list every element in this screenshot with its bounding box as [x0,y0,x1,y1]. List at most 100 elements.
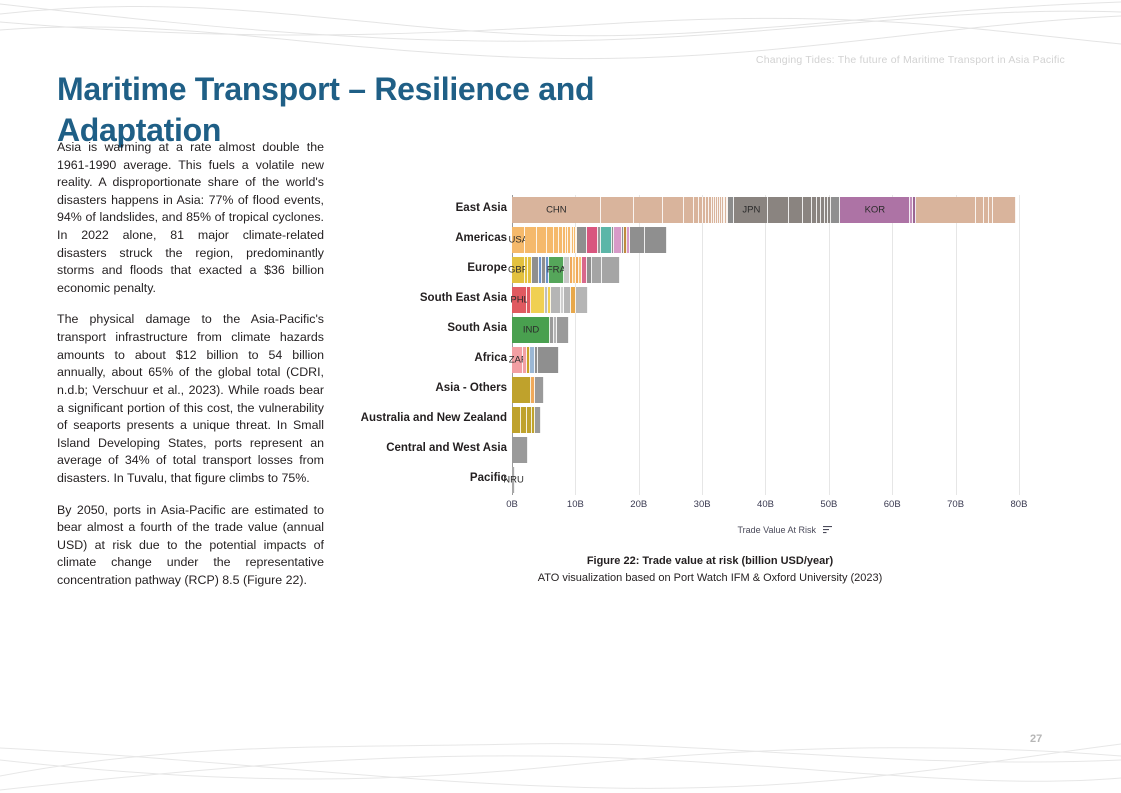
bar-segment[interactable] [912,197,917,223]
bar-segment[interactable] [528,257,532,283]
bar-segment[interactable] [988,197,993,223]
bar-segment[interactable] [827,197,831,223]
bar-segment[interactable] [553,317,557,343]
bar-segment[interactable] [830,197,841,223]
bar-segment[interactable] [803,197,812,223]
bar-segment[interactable] [587,257,592,283]
bar-row[interactable] [512,377,544,403]
bar-segment[interactable] [559,227,563,253]
bar-segment[interactable] [816,197,822,223]
bar-segment[interactable] [811,197,817,223]
bar-segment[interactable] [512,377,531,403]
bar-segment[interactable] [544,287,549,313]
bar-segment[interactable] [600,227,612,253]
bar-segment[interactable] [524,227,537,253]
bar-segment[interactable] [534,347,538,373]
bar-segment[interactable] [684,197,695,223]
bar-segment[interactable] [573,257,577,283]
bar-segment[interactable] [536,227,547,253]
bar-segment[interactable] [523,347,527,373]
bar-row[interactable]: IND [512,317,569,343]
bar-segment[interactable] [600,197,634,223]
bar-segment[interactable] [788,197,804,223]
bar-segment[interactable] [627,227,630,253]
bar-segment[interactable] [601,257,620,283]
bar-segment[interactable] [909,197,913,223]
bar-segment[interactable]: KOR [840,197,910,223]
bar-segment[interactable] [527,287,531,313]
bar-segment[interactable] [576,227,587,253]
bar-segment[interactable] [531,257,539,283]
bar-segment[interactable] [534,377,544,403]
bar-segment[interactable] [694,197,699,223]
bar-segment[interactable] [531,287,545,313]
bar-segment[interactable] [723,197,726,223]
bar-segment[interactable] [538,257,543,283]
bar-segment[interactable] [520,407,528,433]
bar-segment[interactable] [548,287,551,313]
bar-segment[interactable] [992,197,1016,223]
bar-row[interactable]: PHL [510,287,588,313]
bar-segment[interactable] [576,257,580,283]
bar-segment[interactable] [570,287,577,313]
bar-segment[interactable] [662,197,685,223]
bar-segment[interactable] [563,257,571,283]
bar-segment[interactable] [709,197,712,223]
bar-segment[interactable] [725,197,727,223]
bar-segment[interactable] [542,257,546,283]
bar-segment[interactable]: NRU [503,467,524,493]
bar-row[interactable] [512,437,529,463]
bar-segment[interactable] [550,317,554,343]
bar-segment[interactable] [597,227,601,253]
bar-segment[interactable] [535,407,542,433]
bar-segment[interactable] [570,227,573,253]
bar-segment[interactable]: ZAF [509,347,527,373]
bar-segment[interactable] [532,407,536,433]
bar-segment[interactable] [554,227,560,253]
bar-segment[interactable] [702,197,706,223]
bar-segment[interactable] [714,197,717,223]
bar-segment[interactable] [705,197,709,223]
bar-segment[interactable] [821,197,825,223]
bar-segment[interactable]: FRA [547,257,566,283]
bar-segment[interactable] [512,407,521,433]
bar-row[interactable]: ZAF [509,347,560,373]
bar-segment[interactable]: CHN [512,197,601,223]
bar-segment[interactable] [976,197,984,223]
bar-row[interactable]: NRU [503,467,524,493]
bar-segment[interactable] [711,197,715,223]
bar-segment[interactable] [727,197,735,223]
bar-segment[interactable] [570,257,574,283]
bar-segment[interactable] [530,347,535,373]
bar-segment[interactable] [591,257,602,283]
bar-segment[interactable] [824,197,828,223]
bar-segment[interactable]: GBR [508,257,529,283]
bar-segment[interactable]: PHL [510,287,529,313]
bar-segment[interactable] [716,197,719,223]
bar-segment[interactable] [586,227,598,253]
bar-segment[interactable] [579,257,582,283]
bar-segment[interactable] [575,227,577,253]
bar-segment[interactable] [572,227,575,253]
bar-segment[interactable] [768,197,789,223]
bar-segment[interactable] [983,197,989,223]
bar-segment[interactable] [546,227,555,253]
bar-segment[interactable] [568,227,571,253]
bar-segment[interactable] [581,257,588,283]
bar-segment[interactable]: JPN [734,197,769,223]
bar-segment[interactable] [561,287,565,313]
bar-segment[interactable] [576,287,588,313]
bar-segment[interactable] [624,227,628,253]
bar-row[interactable]: USA [509,227,668,253]
bar-segment[interactable] [916,197,977,223]
bar-segment[interactable] [526,347,531,373]
bar-segment[interactable] [574,227,576,253]
bar-segment[interactable] [524,257,529,283]
bar-row[interactable] [512,407,542,433]
bar-segment[interactable] [545,257,549,283]
bar-row[interactable]: CHN JPN KOR [512,197,1016,223]
bar-row[interactable]: GBR FRA [508,257,620,283]
bar-segment[interactable] [698,197,703,223]
bar-segment[interactable] [564,287,571,313]
bar-segment[interactable] [621,227,624,253]
